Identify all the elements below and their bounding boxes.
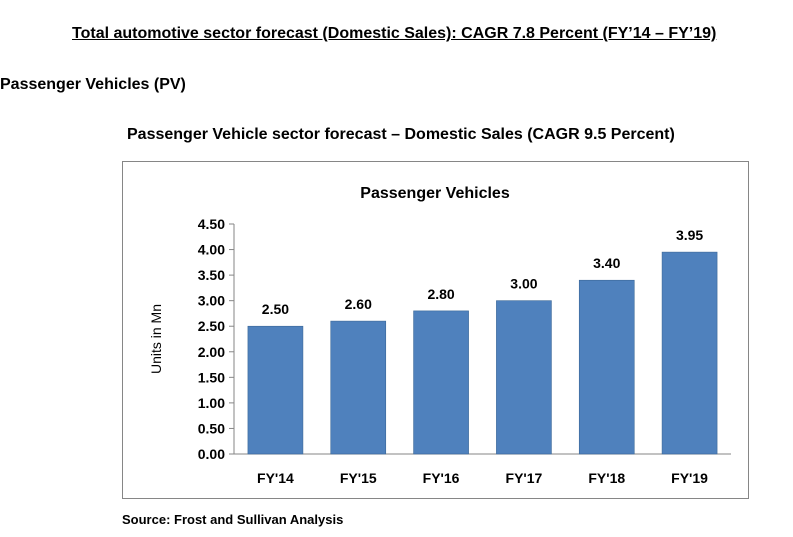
bar-chart: Passenger Vehicles Units in Mn 0.00 0.50 1.0… [148, 185, 731, 486]
y-tick-label: 4.50 [198, 216, 225, 232]
y-tick-label: 0.50 [198, 420, 225, 436]
data-label: 2.60 [345, 296, 372, 312]
y-tick-label: 1.00 [198, 395, 225, 411]
data-label: 3.95 [676, 227, 703, 243]
x-tick-label: FY'17 [506, 470, 543, 486]
data-label: 2.80 [427, 286, 454, 302]
y-tick-label: 3.00 [198, 293, 225, 309]
x-tick-label: FY'18 [588, 470, 625, 486]
section-heading: Passenger Vehicles (PV) [0, 76, 186, 93]
y-tick-label: 2.50 [198, 318, 225, 334]
bar [413, 310, 469, 455]
x-tick-label: FY'15 [340, 470, 377, 486]
y-tick-label: 4.00 [198, 242, 225, 258]
data-label: 3.00 [510, 276, 537, 292]
bar [661, 251, 718, 455]
data-label: 3.40 [593, 255, 620, 271]
x-tick-label: FY'19 [671, 470, 708, 486]
y-tick-label: 2.00 [198, 344, 225, 360]
y-tick-label: 0.00 [198, 446, 225, 462]
bar [247, 325, 304, 455]
x-tick-label: FY'16 [423, 470, 460, 486]
bar [578, 279, 635, 455]
bar [330, 320, 387, 455]
y-tick-label: 1.50 [198, 369, 225, 385]
y-tick-label: 3.50 [198, 267, 225, 283]
source-note: Source: Frost and Sullivan Analysis [122, 512, 344, 527]
page-title: Total automotive sector forecast (Domest… [72, 25, 717, 42]
chart-frame: Passenger Vehicles Units in Mn 0.00 0.50 1.0… [122, 161, 749, 499]
chart-caption: Passenger Vehicle sector forecast – Dome… [127, 126, 675, 143]
y-axis-label: Units in Mn [148, 304, 164, 374]
bar [496, 300, 552, 455]
data-label: 2.50 [262, 301, 289, 317]
x-tick-label: FY'14 [257, 470, 294, 486]
chart-title: Passenger Vehicles [360, 185, 510, 202]
